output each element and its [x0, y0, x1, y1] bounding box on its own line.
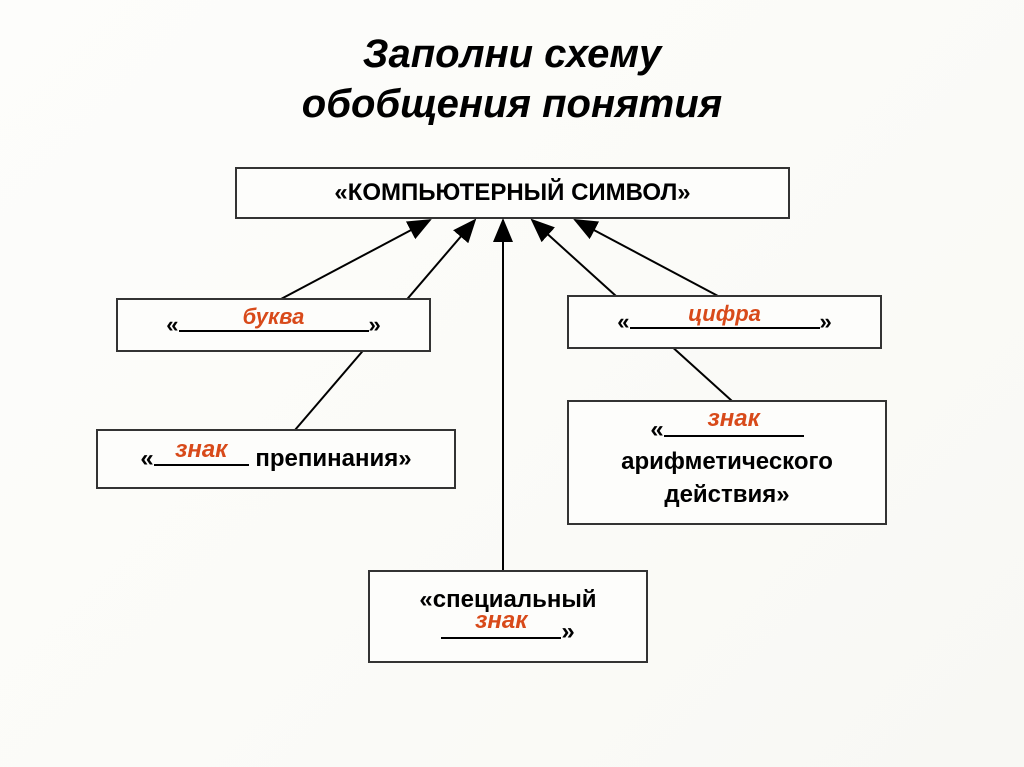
arith-line3: действия»	[664, 481, 789, 508]
digit-box: «цифра»	[567, 295, 882, 349]
title-line1: Заполни схему	[0, 32, 1024, 77]
arith-line2: арифметического	[621, 448, 833, 475]
main-concept-box: «КОМПЬЮТЕРНЫЙ СИМВОЛ»	[235, 167, 790, 219]
punct-suffix: препинания»	[249, 445, 412, 472]
special-box: «специальный знак»	[368, 570, 648, 663]
letter-answer: буква	[179, 304, 369, 330]
special-answer: знак	[441, 605, 561, 637]
punct-answer: знак	[154, 436, 249, 464]
arith-answer: знак	[664, 403, 804, 435]
digit-answer: цифра	[630, 301, 820, 327]
arithmetic-box: «знак арифметического действия»	[567, 400, 887, 525]
letter-box: «буква»	[116, 298, 431, 352]
punctuation-box: «знак препинания»	[96, 429, 456, 489]
title-line2: обобщения понятия	[0, 82, 1024, 127]
